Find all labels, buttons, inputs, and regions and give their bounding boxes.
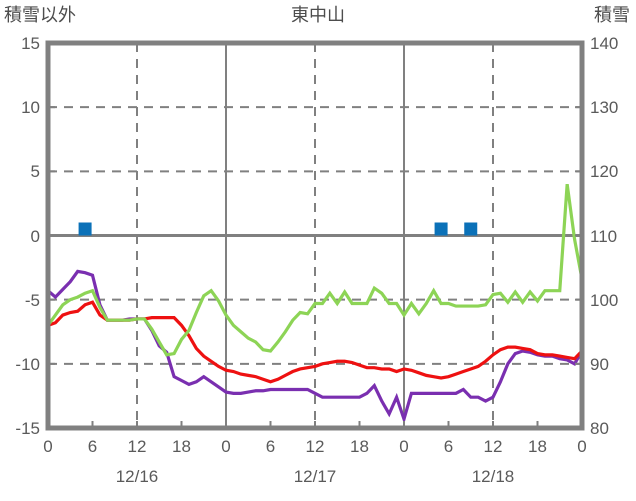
right-axis-tick-label: 100	[590, 290, 619, 310]
left-axis-tick-label: 10	[21, 98, 40, 118]
x-axis-tick-label: 18	[528, 437, 547, 456]
precipitation-bar	[78, 222, 92, 236]
precipitation-bar	[434, 222, 448, 236]
left-axis-tick-label: -10	[15, 354, 40, 374]
x-axis-tick-label: 18	[172, 437, 191, 456]
x-axis-date-label: 12/17	[293, 467, 337, 486]
x-axis-tick-label: 0	[399, 437, 409, 456]
right-axis-tick-label: 110	[590, 226, 618, 246]
series-green-line	[46, 183, 584, 357]
left-axis-tick-label: 5	[30, 162, 40, 182]
x-axis-tick-label: 6	[87, 437, 98, 456]
x-axis-tick-label: 12	[305, 437, 325, 456]
right-axis-tick-label: 130	[590, 98, 619, 118]
x-axis-tick-label: 0	[221, 437, 231, 456]
x-axis-tick-label: 6	[443, 437, 454, 456]
precipitation-bar	[464, 222, 478, 236]
left-axis-tick-label: 15	[21, 34, 40, 53]
right-axis-tick-label: 90	[590, 354, 609, 374]
right-axis-tick-label: 140	[590, 34, 619, 53]
x-axis-date-label: 12/16	[115, 467, 159, 486]
x-axis-tick-label: 6	[265, 437, 276, 456]
right-axis-tick-label: 120	[590, 162, 619, 182]
x-axis-tick-label: 12	[483, 437, 503, 456]
x-axis-tick-label: 12	[127, 437, 147, 456]
x-axis-tick-label: 18	[350, 437, 369, 456]
page-title: 東中山	[291, 5, 345, 25]
right-axis-tick-label: 80	[590, 419, 609, 438]
left-axis-tick-label: 0	[30, 226, 40, 246]
x-axis-tick-label: 0	[43, 437, 53, 456]
left-axis-tick-label: -15	[15, 419, 40, 438]
x-axis-date-label: 12/18	[471, 467, 515, 486]
x-axis-tick-label: 0	[577, 437, 587, 456]
left-axis-unit-label: 積雪以外	[4, 5, 76, 25]
right-axis-unit-label: 積雪	[594, 5, 630, 25]
left-axis-tick-label: -5	[24, 290, 40, 310]
